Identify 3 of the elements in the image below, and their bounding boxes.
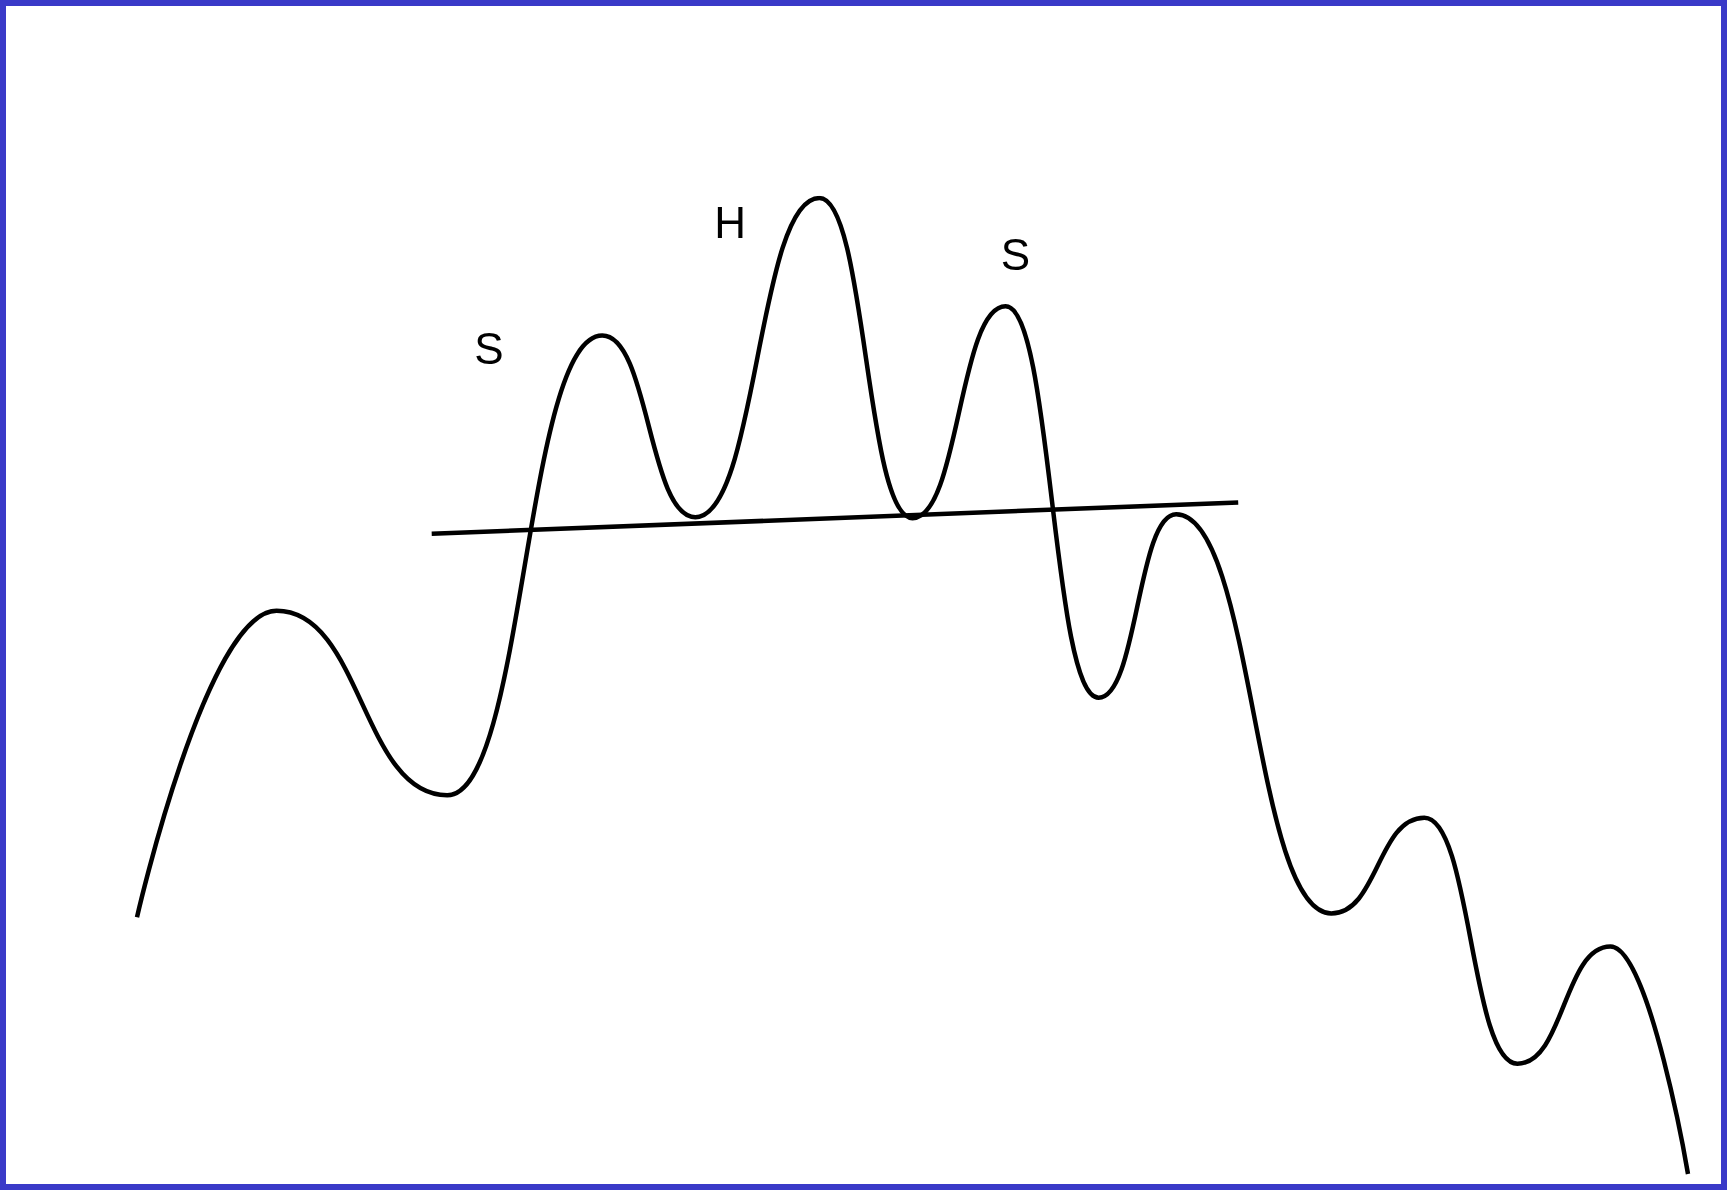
annotation: S	[1000, 229, 1031, 279]
annotation: H	[714, 197, 747, 247]
annotation: S	[474, 323, 504, 373]
